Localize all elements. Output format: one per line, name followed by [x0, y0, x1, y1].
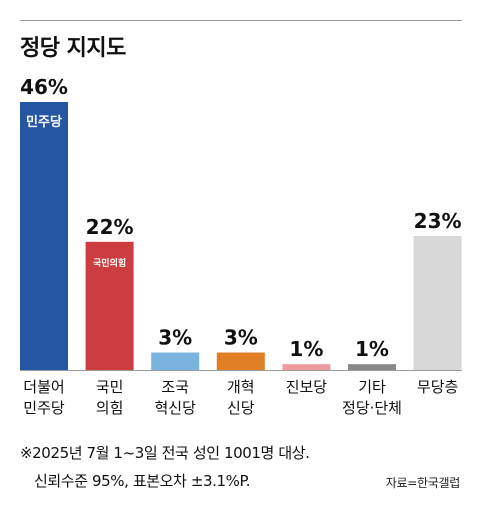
- bar-7: [413, 236, 462, 370]
- category-label-6-2: 정당·단체: [342, 399, 402, 417]
- value-label-6: 1%: [355, 337, 389, 361]
- category-label-2-2: 의힘: [96, 399, 124, 417]
- category-label-5-1: 진보당: [286, 378, 328, 396]
- party-logo-1: 민주당: [26, 114, 62, 130]
- category-label-7-1: 무당층: [417, 378, 458, 396]
- party-logo-2: 국민의힘: [93, 257, 126, 269]
- value-label-3: 3%: [158, 326, 192, 350]
- footnote-survey: ※2025년 7월 1~3일 전국 성인 1001명 대상.: [20, 444, 310, 462]
- category-label-1-1: 더불어: [23, 378, 64, 396]
- bar-chart: 46%민주당더불어민주당22%국민의힘국민의힘3%조국혁신당3%개혁신당1%진보…: [20, 75, 462, 417]
- value-label-4: 3%: [224, 326, 258, 350]
- value-label-1: 46%: [20, 75, 68, 99]
- top-rule: [20, 20, 462, 21]
- bar-1: [20, 102, 68, 370]
- value-label-7: 23%: [414, 209, 462, 233]
- category-label-4-2: 신당: [227, 399, 255, 417]
- bar-3: [151, 352, 200, 370]
- category-label-3-2: 혁신당: [154, 399, 196, 417]
- value-label-5: 1%: [289, 337, 323, 361]
- bar-4: [216, 352, 265, 370]
- value-label-2: 22%: [86, 215, 134, 239]
- category-label-4-1: 개혁: [227, 378, 255, 396]
- category-label-2-1: 국민: [96, 378, 124, 396]
- category-label-1-2: 민주당: [23, 399, 65, 417]
- bar-5: [282, 364, 331, 370]
- category-label-6-1: 기타: [358, 378, 386, 396]
- source-label: 자료=한국갤럽: [385, 476, 461, 490]
- footnote-margin: 신뢰수준 95%, 표본오차 ±3.1%P.: [34, 472, 251, 490]
- category-label-3-1: 조국: [161, 378, 189, 396]
- bar-2: [85, 241, 134, 370]
- chart-title: 정당 지지도: [20, 36, 126, 61]
- bar-6: [348, 364, 396, 370]
